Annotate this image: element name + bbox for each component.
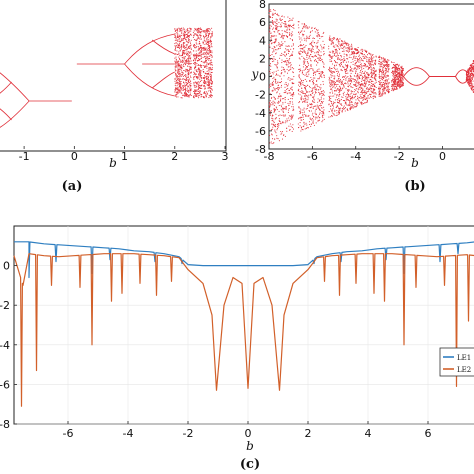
panel-c-ytick-label: -8	[0, 418, 10, 431]
panel-c-line-le1	[14, 241, 474, 279]
panel-b: -8 -6 -4 -2 0 8 6 4 2 0 -2 -4 -6 -8 y b (b)	[251, 0, 474, 194]
panel-b-xlabel: b	[411, 156, 419, 170]
panel-b-xtick-label: -4	[350, 150, 361, 163]
panel-c-xtick-label: -2	[183, 427, 194, 440]
panel-b-caption: (b)	[404, 179, 425, 194]
panel-a-xtick-label: -1	[19, 150, 30, 163]
panel-c-xlabel: b	[246, 439, 254, 453]
panel-b-scatter	[268, 9, 474, 145]
legend-le2-label: LE2	[457, 366, 471, 374]
panel-c-xtick-label: 6	[425, 427, 432, 440]
panel-c-xtick-label: 0	[245, 427, 252, 440]
panel-a-xtick-label: 2	[171, 150, 178, 163]
panel-a-chaotic-band	[174, 27, 213, 99]
panel-a-xtick-label: 0	[71, 150, 78, 163]
panel-b-ytick-label: 0	[259, 71, 266, 84]
panel-c-xtick-label: -6	[63, 427, 74, 440]
panel-b-xtick-label: 0	[439, 150, 446, 163]
legend-le1-label: LE1	[457, 354, 471, 362]
legend-box	[439, 347, 474, 377]
panel-a-xlabel: b	[109, 156, 117, 170]
panel-b-ytick-label: -2	[255, 89, 266, 102]
panel-a-xtick-label: 1	[121, 150, 128, 163]
panel-b-ytick-label: -8	[255, 143, 266, 156]
panel-b-ytick-label: 4	[259, 34, 266, 47]
panel-b-ytick-label: 8	[259, 0, 266, 11]
panel-b-xtick-label: -2	[394, 150, 405, 163]
panel-c: -6 -4 -2 0 2 4 6 0 -2 -4 -6 -8 LE1 LE2 b (c)	[0, 225, 474, 472]
panel-b-xtick-label: -6	[307, 150, 318, 163]
panel-a-caption: (a)	[62, 179, 83, 194]
panel-b-ytick-label: 2	[259, 52, 266, 65]
panel-c-xtick-label: 2	[305, 427, 312, 440]
panel-b-branches	[403, 67, 468, 86]
panel-a-scatter	[0, 27, 213, 128]
panel-c-lines	[13, 241, 474, 407]
panel-c-legend: LE1 LE2	[439, 347, 474, 377]
panel-a-frame	[0, 0, 227, 152]
panel-c-xtick-label: -4	[123, 427, 134, 440]
panel-b-ytick-label: -6	[255, 125, 266, 138]
panel-b-ytick-label: 6	[259, 16, 266, 29]
panel-c-ytick-label: -2	[0, 299, 10, 312]
panel-a-branches	[0, 33, 175, 128]
panel-c-ytick-label: -4	[0, 339, 10, 352]
panel-c-caption: (c)	[240, 457, 260, 472]
panel-c-ytick-label: 0	[3, 260, 10, 273]
panel-a-xticks: -1 0 1 2 3	[19, 146, 229, 163]
panel-b-ylabel: y	[251, 67, 259, 81]
panel-a: -1 0 1 2 3 b (a)	[0, 0, 229, 194]
panel-b-ticks: -8 -6 -4 -2 0 8 6 4 2 0 -2 -4 -6 -8	[255, 0, 446, 163]
panel-c-xtick-label: 4	[365, 427, 372, 440]
panel-c-ticks: -6 -4 -2 0 2 4 6 0 -2 -4 -6 -8	[0, 260, 432, 440]
panel-c-ytick-label: -6	[0, 378, 10, 391]
panel-c-line-le2	[13, 253, 474, 407]
panel-a-xtick-label: 3	[222, 150, 229, 163]
panel-b-ytick-label: -4	[255, 107, 266, 120]
panel-b-xtick-label: -8	[264, 150, 275, 163]
